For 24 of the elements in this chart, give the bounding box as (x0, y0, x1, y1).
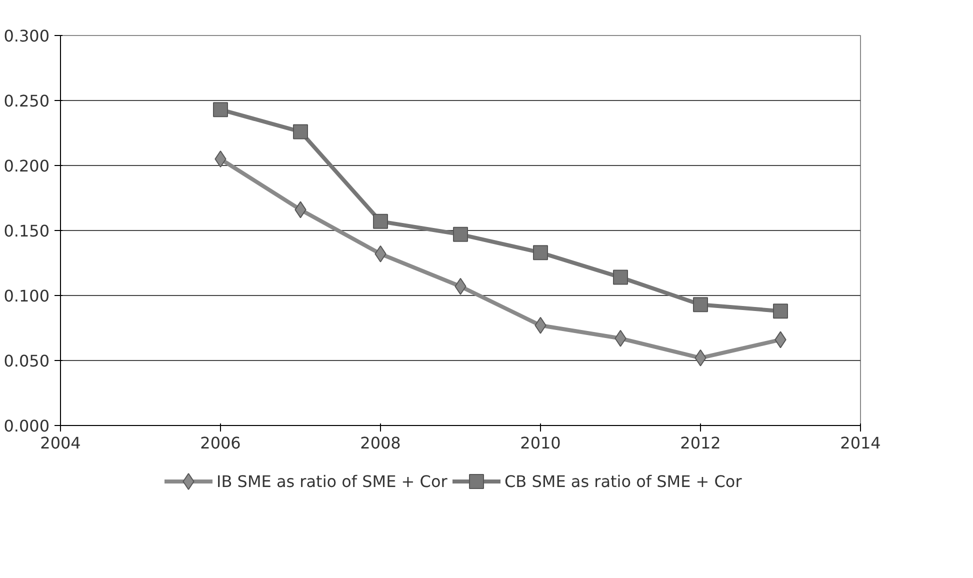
y-tick-label: 0.250 (4, 92, 50, 110)
y-tick-label: 0.050 (4, 352, 50, 370)
legend-label: IB SME as ratio of SME + Cor (216, 472, 448, 491)
point (533, 245, 548, 260)
point (214, 150, 226, 168)
y-tick-label: 0.000 (4, 416, 50, 436)
point (293, 124, 308, 140)
x-tick-label: 2012 (680, 434, 721, 452)
y-tick-label: 0.300 (4, 26, 50, 46)
y-tick-label: 0.100 (4, 286, 50, 306)
x-tick-label: 2010 (520, 434, 561, 452)
legend-label: CB SME as ratio of SME + Cor (504, 472, 742, 491)
x-tick-label: 2006 (200, 434, 241, 452)
point (373, 214, 388, 229)
point (693, 297, 708, 312)
x-tick-label: 2008 (360, 434, 401, 452)
y-tick-label: 0.150 (4, 222, 50, 240)
point (213, 102, 228, 118)
point (453, 226, 468, 242)
y-tick-label: 0.200 (4, 156, 50, 176)
x-tick-label: 2014 (840, 434, 881, 452)
point (773, 304, 788, 319)
x-tick-label: 2004 (40, 434, 81, 452)
point (613, 270, 628, 285)
